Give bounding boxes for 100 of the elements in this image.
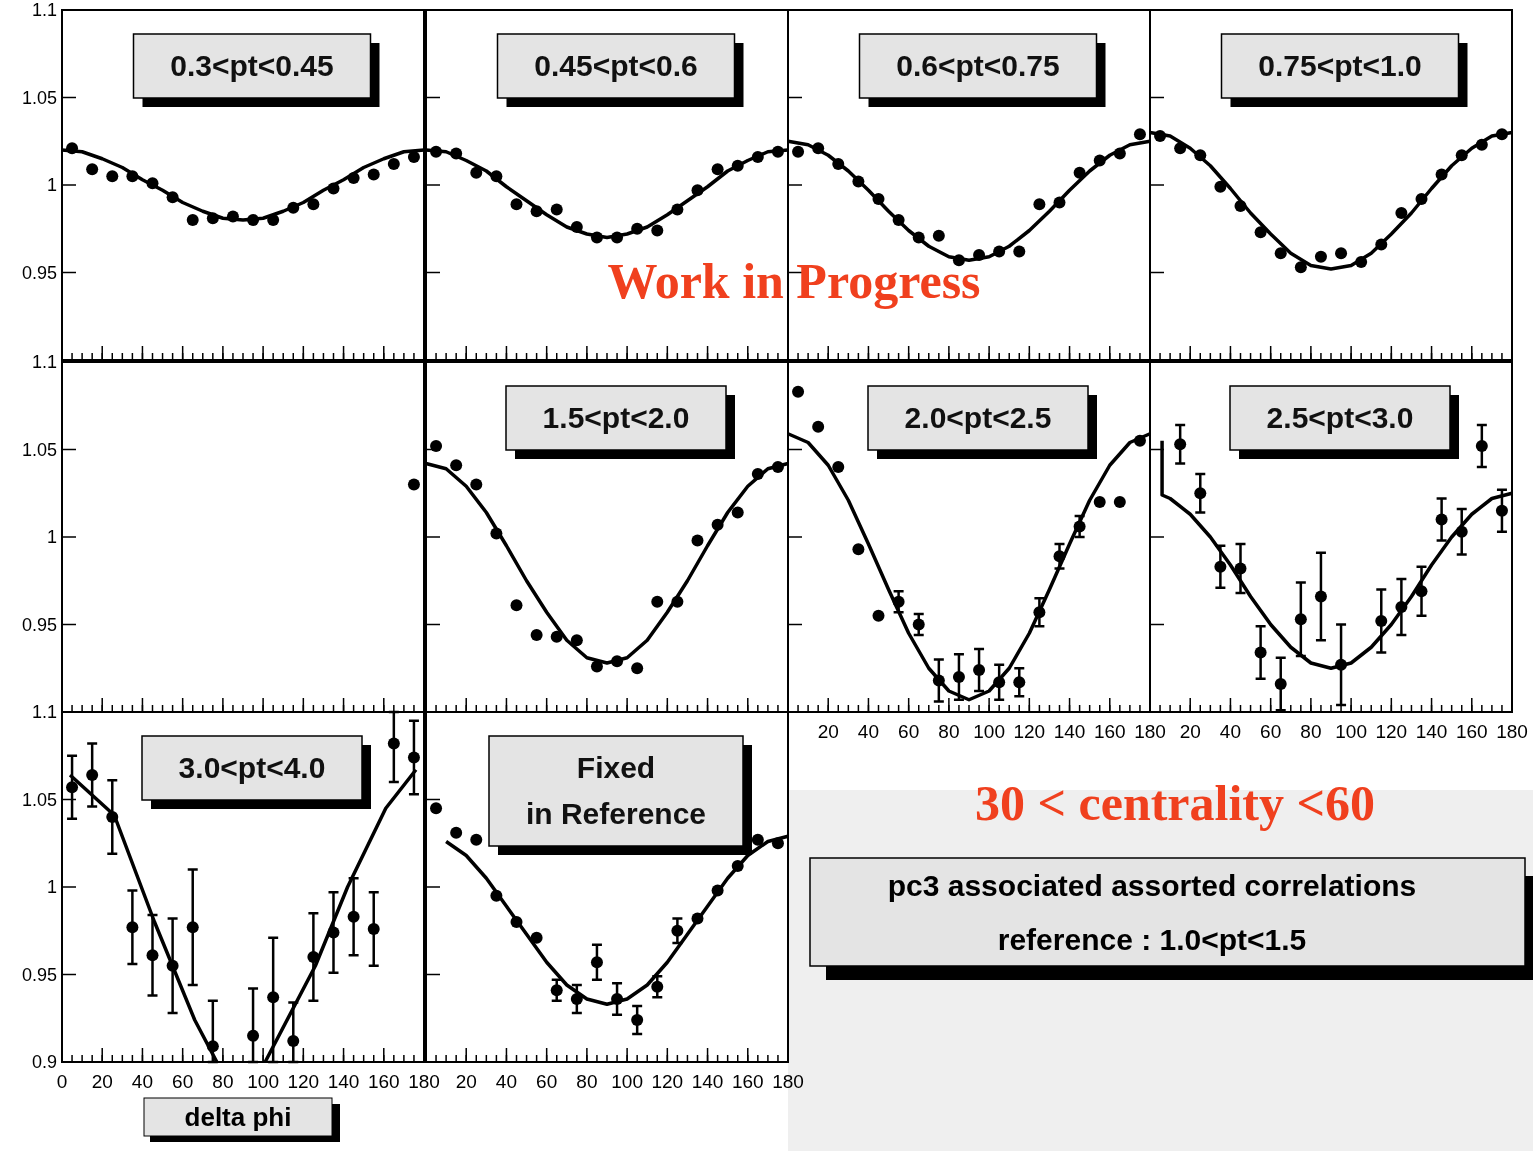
point <box>550 203 563 216</box>
point <box>912 618 925 631</box>
point <box>973 664 986 676</box>
point <box>812 420 825 433</box>
x-tick-label: 160 <box>1455 721 1488 742</box>
text: 30 < centrality <60 <box>975 775 1375 831</box>
point <box>106 170 119 183</box>
y-tick-label: 0.95 <box>21 262 57 283</box>
point <box>792 385 805 398</box>
x-tick-label: 80 <box>938 721 960 742</box>
x-tick-label: 40 <box>857 721 880 742</box>
annotation: Work in Progress <box>607 253 981 309</box>
point <box>651 595 664 608</box>
text: 1.5<pt<2.0 <box>542 401 690 435</box>
point <box>1234 562 1247 575</box>
point <box>66 781 79 794</box>
point <box>347 910 360 923</box>
x-tick-label: 100 <box>247 1071 279 1092</box>
x-tick-label: 100 <box>973 721 1005 742</box>
text: pc3 associated assorted correlations <box>887 869 1417 902</box>
y-tick-label: 1.05 <box>21 439 57 460</box>
point <box>450 826 463 839</box>
text: 2.5<pt<3.0 <box>1266 401 1414 435</box>
point <box>1274 678 1287 690</box>
point <box>1214 180 1227 193</box>
point <box>407 751 420 764</box>
point <box>691 534 704 547</box>
y-tick-label: 1 <box>46 877 57 897</box>
x-tick-label: 100 <box>611 1071 643 1092</box>
point <box>86 163 99 176</box>
point <box>470 833 483 846</box>
y-tick-label: 1 <box>46 175 57 195</box>
y-tick-label: 1 <box>46 527 57 547</box>
x-tick-label: 20 <box>455 1071 477 1092</box>
x-tick-label: 80 <box>1300 721 1322 742</box>
y-tick-label: 1.1 <box>31 702 57 722</box>
x-tick-label: 100 <box>1335 721 1367 742</box>
x-tick-label: 180 <box>408 1071 440 1092</box>
x-axis-title: delta phi <box>184 1102 292 1132</box>
point <box>872 609 885 622</box>
point <box>407 151 420 163</box>
point <box>1375 615 1388 627</box>
point <box>952 671 965 683</box>
x-tick-label: 180 <box>1134 721 1166 742</box>
point <box>367 168 380 181</box>
text: 3.0<pt<4.0 <box>178 751 326 785</box>
point <box>530 629 543 641</box>
text: 0.75<pt<1.0 <box>1258 49 1422 83</box>
x-tick-label: 60 <box>536 1071 558 1092</box>
point <box>550 984 563 997</box>
y-tick-label: 1.05 <box>21 789 57 810</box>
y-tick-label: 0.9 <box>31 1052 57 1072</box>
point <box>671 924 684 937</box>
point <box>932 229 945 242</box>
x-tick-label: 40 <box>1219 721 1242 742</box>
text: 0.6<pt<0.75 <box>896 49 1060 83</box>
x-tick-label: 60 <box>1260 721 1282 742</box>
point <box>1113 496 1126 508</box>
point <box>450 459 463 472</box>
point <box>287 1035 300 1047</box>
x-tick-label: 120 <box>651 1071 684 1092</box>
x-tick-label: 20 <box>1179 721 1201 742</box>
point <box>367 923 380 935</box>
x-tick-label: 60 <box>898 721 920 742</box>
x-tick-label: 160 <box>731 1071 764 1092</box>
point <box>86 769 99 781</box>
point <box>470 478 483 491</box>
y-tick-label: 1.1 <box>31 352 57 372</box>
point <box>1013 245 1026 258</box>
point <box>430 440 443 452</box>
x-tick-label: 60 <box>172 1071 194 1092</box>
x-tick-label: 140 <box>691 1071 724 1092</box>
point <box>1435 513 1448 526</box>
x-tick-label: 160 <box>1093 721 1126 742</box>
x-tick-label: 120 <box>1013 721 1046 742</box>
x-tick-label: 0 <box>56 1071 68 1092</box>
point <box>570 993 583 1005</box>
point <box>1174 438 1187 451</box>
x-tick-label: 120 <box>287 1071 320 1092</box>
x-tick-label: 40 <box>495 1071 518 1092</box>
point <box>1013 676 1026 689</box>
x-tick-label: 80 <box>212 1071 234 1092</box>
text: 0.3<pt<0.45 <box>170 49 334 83</box>
point <box>651 980 664 993</box>
point <box>792 145 805 158</box>
point <box>470 166 483 179</box>
point <box>651 224 664 237</box>
point <box>430 802 443 815</box>
point <box>186 214 199 226</box>
x-tick-label: 160 <box>367 1071 400 1092</box>
point <box>852 543 865 556</box>
point <box>1194 487 1207 500</box>
y-tick-label: 0.95 <box>21 964 57 985</box>
point <box>550 630 563 643</box>
point <box>186 921 199 934</box>
text: 2.0<pt<2.5 <box>904 401 1052 435</box>
point <box>711 163 724 176</box>
point <box>570 634 583 647</box>
x-tick-label: 140 <box>327 1071 360 1092</box>
x-tick-label: 140 <box>1053 721 1086 742</box>
